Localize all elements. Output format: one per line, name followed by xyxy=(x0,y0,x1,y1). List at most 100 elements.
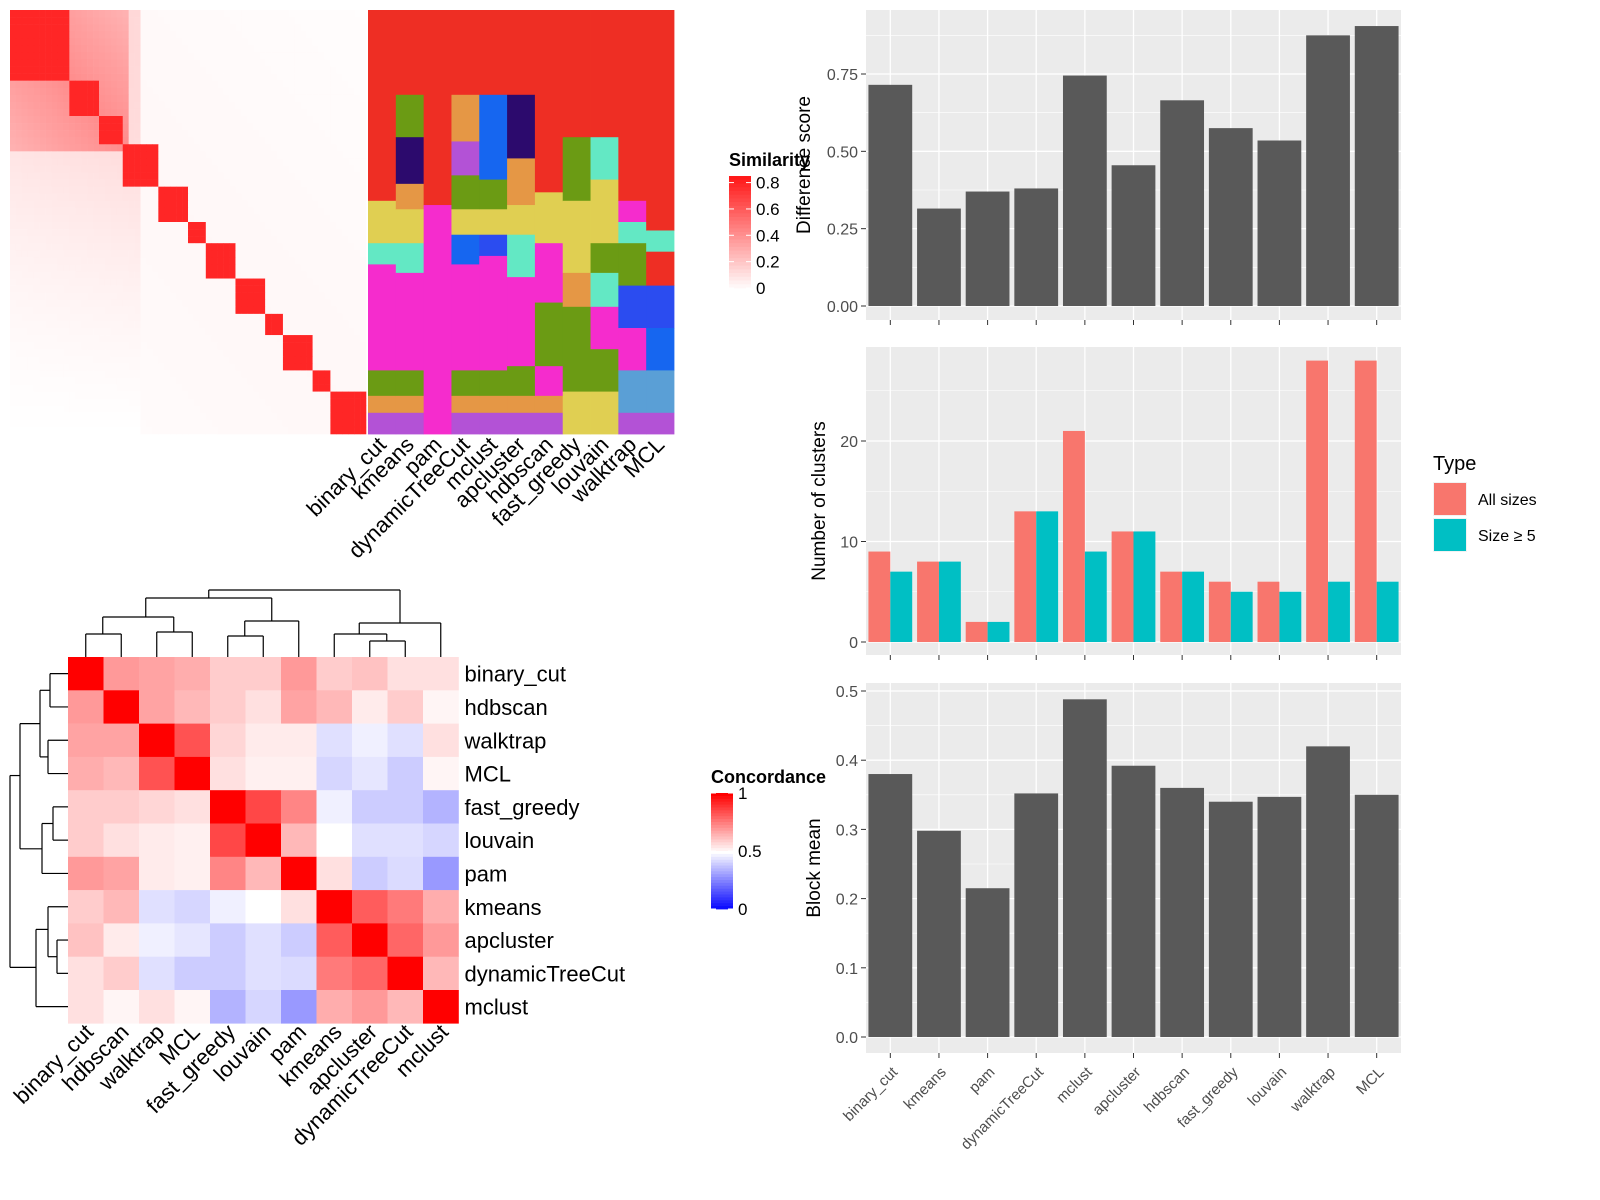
similarity-cell xyxy=(241,137,248,145)
similarity-cell xyxy=(360,144,367,152)
similarity-cell xyxy=(235,193,242,202)
similarity-cell xyxy=(211,377,218,385)
similarity-cell xyxy=(99,186,106,195)
similarity-cell xyxy=(271,137,278,145)
similarity-cell xyxy=(235,151,242,159)
concordance-cell xyxy=(316,856,353,891)
similarity-cell xyxy=(336,363,343,371)
similarity-cell xyxy=(75,66,82,74)
similarity-cell xyxy=(21,370,29,378)
similarity-cell xyxy=(360,66,367,74)
similarity-cell xyxy=(188,342,195,350)
membership-cell xyxy=(507,158,536,206)
similarity-cell xyxy=(282,45,290,53)
similarity-cell xyxy=(110,257,118,265)
concordance-cell xyxy=(174,956,211,991)
similarity-cell xyxy=(253,278,260,286)
similarity-cell xyxy=(188,426,195,435)
similarity-cell xyxy=(81,398,88,407)
similarity-cell xyxy=(15,31,23,39)
similarity-cell xyxy=(324,250,331,258)
similarity-cell xyxy=(146,123,153,131)
similarity-cell xyxy=(134,412,141,421)
similarity-cell xyxy=(241,412,248,421)
similarity-cell xyxy=(21,214,29,223)
similarity-cell xyxy=(300,193,307,202)
similarity-cell xyxy=(211,151,218,159)
similarity-cell xyxy=(128,87,135,96)
similarity-cell xyxy=(211,250,218,258)
similarity-cell xyxy=(229,356,236,364)
similarity-cell xyxy=(330,313,337,322)
similarity-cell xyxy=(57,356,64,364)
similarity-cell xyxy=(33,165,40,173)
similarity-cell xyxy=(342,384,349,392)
similarity-cell xyxy=(336,398,343,407)
similarity-cell xyxy=(75,384,82,392)
concordance-cell xyxy=(103,990,140,1024)
similarity-cell xyxy=(116,179,124,187)
similarity-cell xyxy=(199,405,207,414)
similarity-cell xyxy=(75,328,82,336)
similarity-cell xyxy=(300,45,307,53)
concordance-cell xyxy=(139,923,175,957)
similarity-cell xyxy=(277,370,284,378)
similarity-cell xyxy=(182,17,189,25)
similarity-cell xyxy=(300,151,307,159)
similarity-cell xyxy=(10,59,17,67)
similarity-cell xyxy=(330,52,337,60)
similarity-cell xyxy=(193,116,201,124)
similarity-cell xyxy=(354,426,361,435)
similarity-cell xyxy=(27,158,35,166)
similarity-cell xyxy=(33,257,40,265)
similarity-cell xyxy=(93,116,100,124)
similarity-cell xyxy=(152,38,159,46)
similarity-cell xyxy=(63,38,70,46)
similarity-cell xyxy=(360,151,367,159)
similarity-cell xyxy=(229,370,236,378)
similarity-cell xyxy=(51,200,58,209)
bar xyxy=(1354,794,1399,1037)
similarity-cell xyxy=(188,306,195,315)
bar xyxy=(1111,165,1156,306)
similarity-cell xyxy=(336,229,343,237)
similarity-cell xyxy=(140,250,147,258)
similarity-cell xyxy=(265,214,272,223)
similarity-cell xyxy=(110,299,118,308)
similarity-cell xyxy=(45,412,52,421)
similarity-cell xyxy=(128,335,135,343)
concordance-cell xyxy=(139,690,175,724)
similarity-cell xyxy=(211,328,218,336)
similarity-cell xyxy=(128,257,135,265)
similarity-cell xyxy=(146,24,153,32)
similarity-cell xyxy=(253,398,260,407)
similarity-cell xyxy=(182,186,189,195)
similarity-cell xyxy=(99,349,106,357)
similarity-cell xyxy=(193,130,201,138)
similarity-cell xyxy=(15,66,23,74)
y-tick-label: 0.00 xyxy=(827,299,858,316)
similarity-cell xyxy=(63,222,70,230)
similarity-cell xyxy=(211,137,218,145)
similarity-cell xyxy=(193,264,201,272)
similarity-cell xyxy=(223,363,230,371)
similarity-cell xyxy=(170,94,177,103)
similarity-cell xyxy=(152,285,159,293)
similarity-cell xyxy=(360,391,367,399)
similarity-cell xyxy=(247,165,254,173)
similarity-cell xyxy=(188,87,195,96)
similarity-cell xyxy=(348,236,355,244)
similarity-cell xyxy=(140,335,147,343)
similarity-cell xyxy=(188,158,195,166)
similarity-cell xyxy=(93,151,100,159)
similarity-cell xyxy=(205,24,213,32)
similarity-cell xyxy=(152,144,159,152)
concordance-cell xyxy=(316,723,353,758)
similarity-cell xyxy=(116,370,124,378)
concordance-cell xyxy=(210,956,246,991)
concordance-legend-step xyxy=(711,856,733,861)
x-tick-label: dynamicTreeCut xyxy=(958,1063,1048,1153)
similarity-cell xyxy=(265,144,272,152)
similarity-cell xyxy=(140,405,147,414)
similarity-cell xyxy=(110,349,118,357)
